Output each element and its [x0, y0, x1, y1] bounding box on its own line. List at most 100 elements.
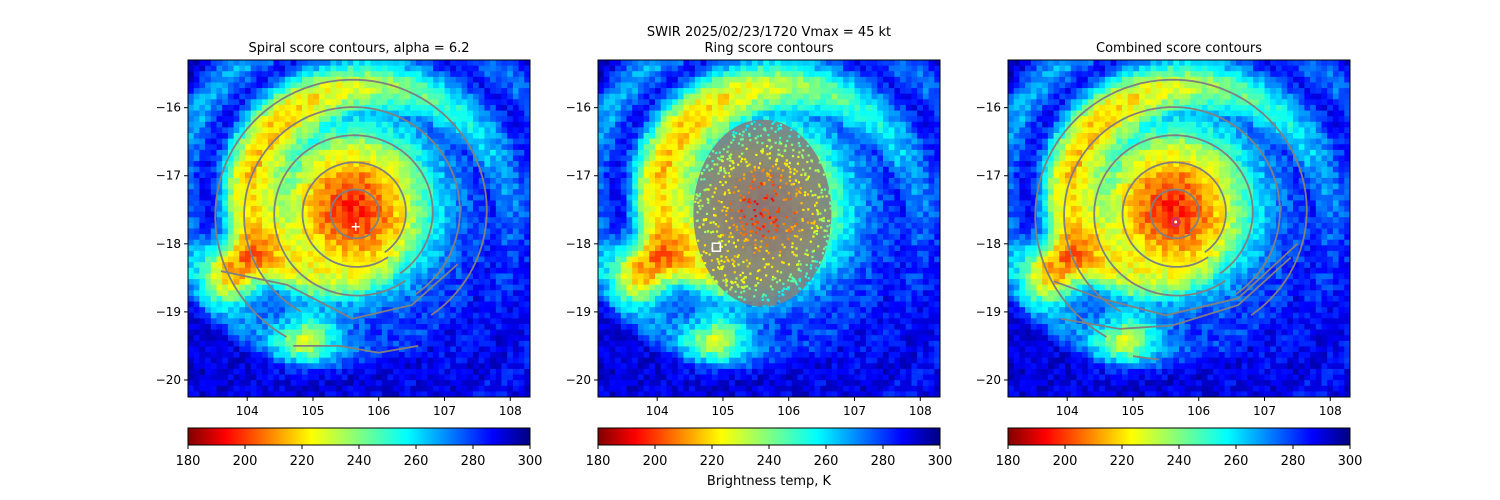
heatmap-cell [216, 262, 223, 269]
heatmap-cell [376, 273, 383, 280]
heatmap-cell [524, 65, 530, 72]
heatmap-cell [262, 295, 269, 303]
heatmap-cell [290, 340, 297, 348]
heatmap-cell [370, 357, 377, 364]
heatmap-cell [262, 177, 269, 185]
heatmap-cell [381, 301, 389, 308]
heatmap-cell [330, 357, 337, 364]
heatmap-cell [677, 99, 685, 106]
heatmap-cell [609, 211, 616, 218]
heatmap-cell [501, 133, 508, 140]
heatmap-cell [188, 177, 195, 185]
heatmap-cell [205, 245, 212, 252]
heatmap-cell [370, 312, 377, 319]
heatmap-cell [490, 346, 497, 353]
heatmap-cell [353, 183, 360, 190]
heatmap-cell [495, 239, 503, 246]
heatmap-cell [689, 200, 696, 207]
heatmap-cell [478, 200, 485, 207]
heatmap-cell [273, 273, 280, 280]
heatmap-cell [336, 363, 343, 370]
heatmap-cell [199, 357, 206, 364]
heatmap-cell [210, 177, 218, 185]
heatmap-cell [256, 329, 263, 336]
heatmap-cell [666, 144, 673, 151]
heatmap-cell [330, 301, 337, 308]
heatmap-cell [210, 250, 218, 258]
heatmap-cell [689, 60, 696, 67]
heatmap-cell [347, 121, 354, 128]
heatmap-cell [239, 262, 246, 269]
heatmap-cell [239, 200, 246, 207]
heatmap-cell [461, 189, 468, 196]
heatmap-cell [660, 121, 667, 128]
heatmap-cell [632, 284, 639, 291]
heatmap-cell [193, 391, 200, 397]
heatmap-cell [655, 340, 662, 348]
heatmap-cell [455, 161, 463, 168]
heatmap-cell [302, 279, 309, 286]
heatmap-cell [302, 60, 309, 67]
heatmap-cell [210, 273, 218, 280]
heatmap-cell [387, 318, 394, 325]
heatmap-cell [284, 206, 292, 213]
heatmap-cell [433, 262, 440, 269]
heatmap-cell [677, 166, 685, 173]
heatmap-cell [376, 385, 383, 392]
heatmap-cell [603, 88, 610, 95]
heatmap-cell [393, 206, 400, 213]
heatmap-cell [359, 363, 366, 370]
heatmap-cell [609, 346, 616, 353]
heatmap-cell [410, 385, 417, 392]
heatmap-cell [284, 368, 292, 376]
heatmap-cell [620, 177, 628, 185]
heatmap-cell [507, 385, 514, 392]
heatmap-cell [210, 217, 218, 224]
heatmap-cell [364, 211, 371, 218]
heatmap-cell [313, 250, 320, 258]
heatmap-cell [700, 290, 707, 297]
heatmap-cell [302, 93, 309, 100]
heatmap-cell [438, 211, 446, 218]
heatmap-cell [609, 295, 616, 303]
heatmap-cell [364, 116, 371, 123]
heatmap-cell [227, 363, 235, 370]
heatmap-cell [404, 380, 411, 387]
heatmap-cell [450, 346, 457, 353]
heatmap-cell [478, 380, 485, 387]
heatmap-cell [598, 200, 605, 207]
heatmap-cell [273, 222, 280, 230]
heatmap-cell [444, 183, 451, 190]
heatmap-cell [672, 65, 679, 72]
heatmap-cell [461, 357, 468, 364]
heatmap-cell [279, 217, 286, 224]
heatmap-cell [700, 329, 707, 336]
heatmap-cell [666, 82, 673, 89]
heatmap-cell [524, 200, 530, 207]
heatmap-cell [689, 380, 696, 387]
heatmap-cell [615, 127, 622, 134]
heatmap-cell [450, 133, 457, 140]
heatmap-cell [637, 127, 645, 134]
heatmap-cell [245, 121, 252, 128]
heatmap-cell [609, 385, 616, 392]
heatmap-cell [433, 166, 440, 173]
heatmap-cell [484, 380, 491, 387]
heatmap-cell [193, 172, 200, 179]
heatmap-cell [336, 138, 343, 145]
heatmap-cell [643, 329, 650, 336]
heatmap-cell [524, 228, 530, 235]
heatmap-cell [336, 99, 343, 106]
heatmap-cell [245, 133, 252, 140]
heatmap-cell [706, 88, 713, 95]
heatmap-cell [603, 352, 610, 359]
heatmap-cell [296, 211, 303, 218]
heatmap-cell [216, 189, 223, 196]
heatmap-cell [245, 189, 252, 196]
heatmap-cell [490, 110, 497, 117]
heatmap-cell [495, 335, 503, 342]
heatmap-cell [666, 71, 673, 78]
heatmap-cell [649, 301, 656, 308]
heatmap-cell [495, 149, 503, 157]
heatmap-cell [484, 194, 491, 202]
